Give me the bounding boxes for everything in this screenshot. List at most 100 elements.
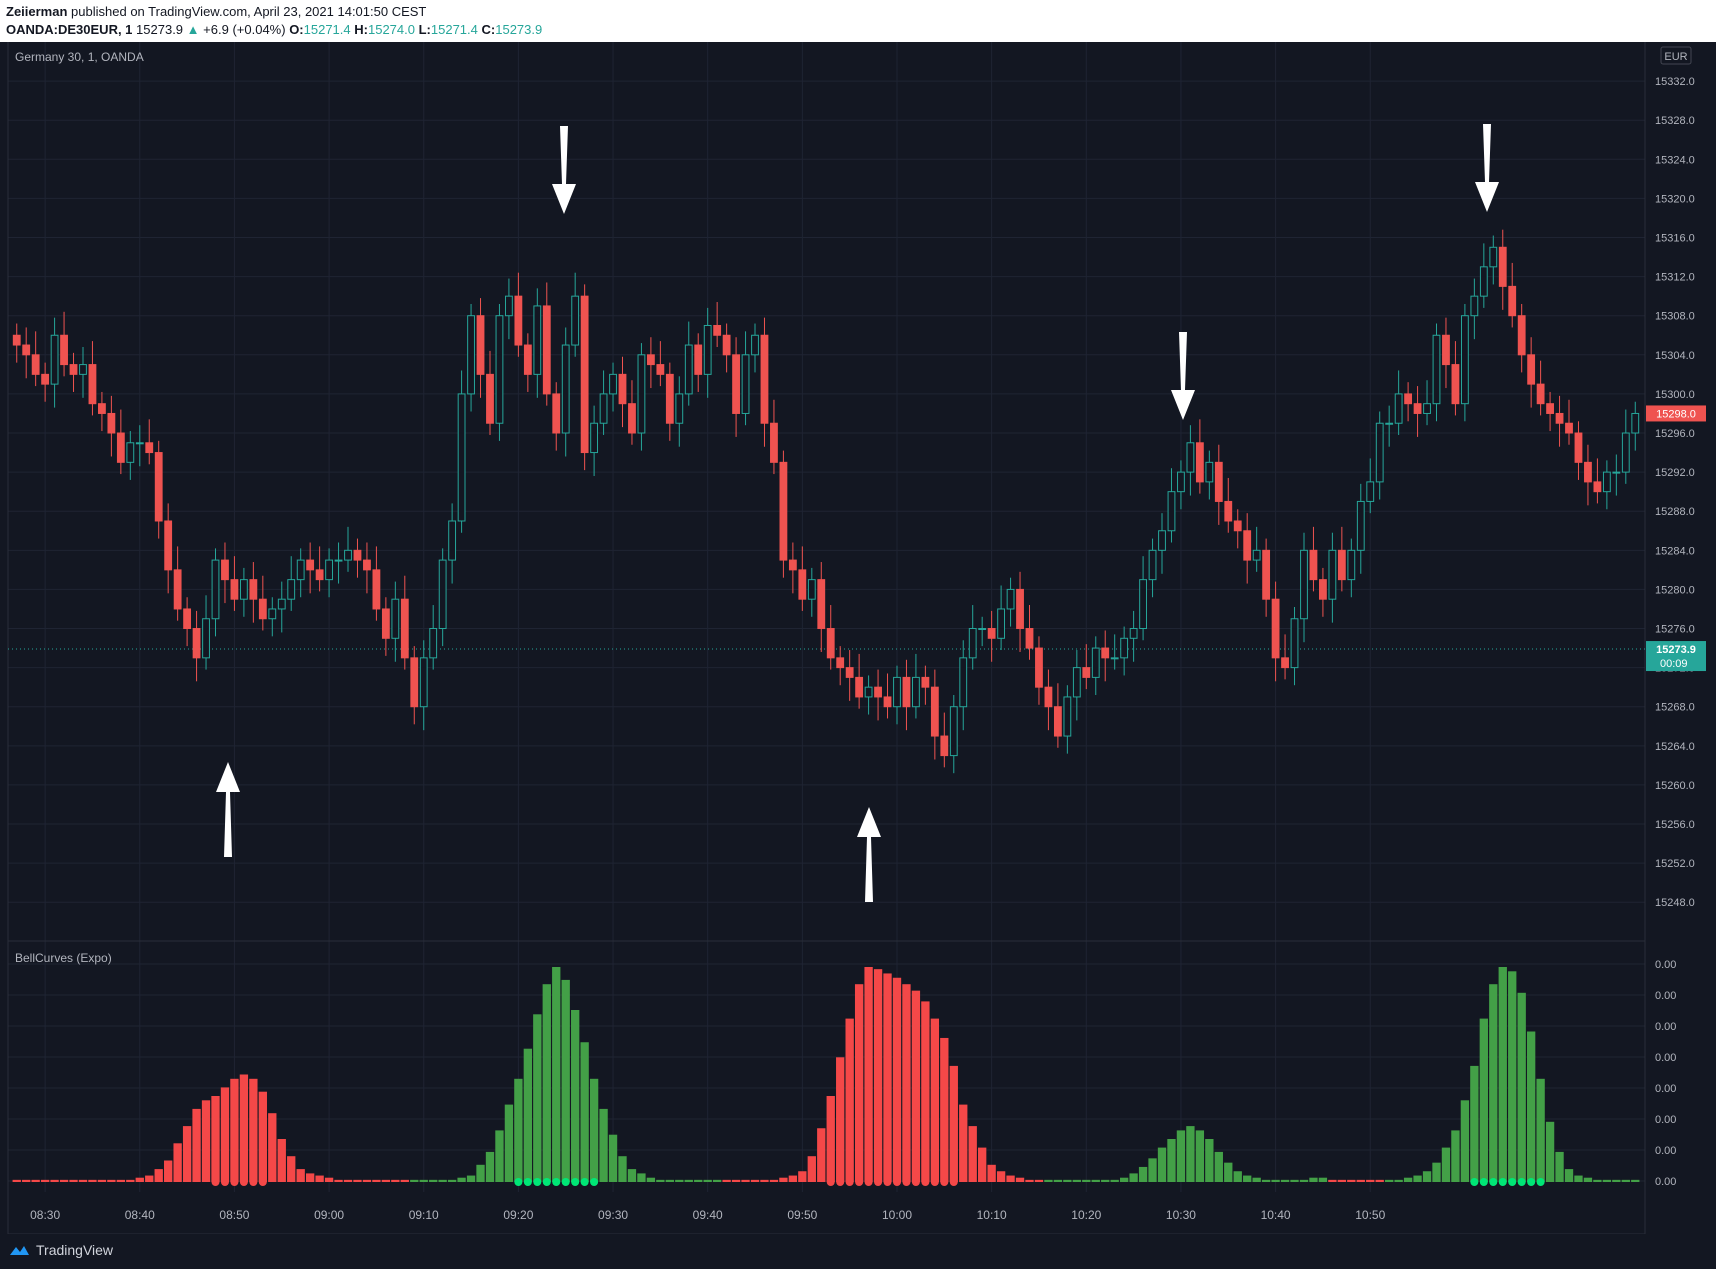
indicator-tick: 0.00 bbox=[1655, 990, 1676, 1002]
bell-bar bbox=[769, 1179, 779, 1182]
bell-bar bbox=[145, 1175, 154, 1182]
bell-bar bbox=[968, 1126, 977, 1182]
candle bbox=[391, 581, 400, 662]
bell-bar bbox=[675, 1179, 684, 1182]
bell-bar bbox=[741, 1179, 750, 1182]
candle bbox=[202, 595, 210, 670]
candle bbox=[1470, 278, 1479, 340]
indicator-axis[interactable]: 0.00 0.00 0.00 0.00 0.00 0.00 0.00 0.00 bbox=[1655, 959, 1676, 1188]
candle bbox=[429, 605, 438, 670]
candle bbox=[315, 546, 324, 592]
signal-dot bbox=[571, 1178, 580, 1186]
price-tick: 15256.0 bbox=[1655, 819, 1695, 831]
last-price: 15273.9 bbox=[136, 22, 184, 37]
bell-bar bbox=[107, 1179, 116, 1182]
bell-bar bbox=[978, 1147, 987, 1182]
signal-dot bbox=[533, 1178, 542, 1186]
candle bbox=[1498, 229, 1507, 310]
candle bbox=[883, 673, 892, 719]
price-tick: 15292.0 bbox=[1655, 467, 1695, 479]
svg-text:15298.0: 15298.0 bbox=[1656, 408, 1696, 420]
candle bbox=[1243, 513, 1252, 584]
candle bbox=[1508, 262, 1517, 328]
candle bbox=[779, 450, 788, 578]
time-axis[interactable]: 08:30 08:40 08:50 09:00 09:10 09:20 09:30 09:40… bbox=[30, 1208, 1385, 1222]
candle bbox=[221, 542, 229, 604]
bell-bar bbox=[684, 1179, 693, 1182]
signal-dot bbox=[514, 1178, 523, 1186]
bell-bar bbox=[419, 1179, 428, 1182]
candle bbox=[741, 331, 750, 426]
bell-bar bbox=[779, 1177, 788, 1182]
price-tick: 15264.0 bbox=[1655, 741, 1695, 753]
price-tick: 15312.0 bbox=[1655, 272, 1695, 284]
signal-dot bbox=[249, 1178, 258, 1186]
candle bbox=[978, 616, 987, 647]
candle bbox=[1565, 399, 1573, 445]
bell-bar bbox=[31, 1179, 40, 1182]
bell-bar bbox=[1290, 1179, 1299, 1182]
candle bbox=[514, 272, 523, 357]
bell-bar bbox=[552, 967, 561, 1182]
indicator-tick: 0.00 bbox=[1655, 1176, 1676, 1188]
signal-dot bbox=[836, 1178, 845, 1186]
time-tick: 09:10 bbox=[409, 1208, 439, 1222]
bell-bar bbox=[438, 1179, 447, 1182]
price-axis[interactable]: 15248.0 15252.0 15256.0 15260.0 15264.0 15268… bbox=[1655, 76, 1695, 909]
candle bbox=[1129, 610, 1138, 662]
main-legend[interactable]: Germany 30, 1, OANDA bbox=[15, 50, 144, 64]
currency-badge[interactable] bbox=[1660, 46, 1692, 65]
price-tick: 15252.0 bbox=[1655, 858, 1695, 870]
price-tick: 15260.0 bbox=[1655, 780, 1695, 792]
author-name[interactable]: Zeiierman bbox=[6, 4, 68, 19]
candle bbox=[675, 376, 684, 447]
signal-dot bbox=[1479, 1178, 1488, 1186]
tradingview-logo[interactable]: TradingView bbox=[8, 1242, 113, 1258]
bell-bar bbox=[656, 1179, 665, 1182]
candle bbox=[1214, 444, 1223, 525]
candle bbox=[154, 440, 163, 539]
candle bbox=[1394, 370, 1403, 435]
candle bbox=[552, 382, 561, 451]
bell-bar bbox=[1526, 1031, 1536, 1182]
bell-bar bbox=[1252, 1177, 1261, 1182]
bell-bar bbox=[192, 1108, 201, 1182]
time-tick: 10:20 bbox=[1071, 1208, 1101, 1222]
candle bbox=[1177, 460, 1185, 510]
candle bbox=[419, 640, 428, 731]
bell-bar bbox=[873, 969, 883, 1182]
bell-bar bbox=[949, 1065, 958, 1182]
change-up-icon: ▲ bbox=[186, 22, 200, 37]
bell-bar bbox=[1243, 1175, 1252, 1182]
signal-dot bbox=[902, 1178, 911, 1186]
candle bbox=[1602, 460, 1611, 510]
bell-bar bbox=[712, 1179, 722, 1182]
bell-bar bbox=[1214, 1151, 1223, 1182]
arrow-up-icon bbox=[216, 762, 240, 857]
bell-bar bbox=[485, 1151, 495, 1182]
candle bbox=[1044, 669, 1053, 731]
bell-bar bbox=[1422, 1171, 1432, 1182]
candle bbox=[1309, 526, 1318, 592]
bell-bar bbox=[372, 1179, 381, 1182]
bell-bar bbox=[12, 1179, 21, 1182]
bell-bar bbox=[362, 1179, 372, 1182]
bell-bar bbox=[1318, 1177, 1328, 1182]
candle bbox=[60, 311, 68, 377]
price-tick: 15248.0 bbox=[1655, 897, 1695, 909]
signal-dot bbox=[523, 1178, 532, 1186]
candle bbox=[1072, 650, 1081, 721]
bell-bar bbox=[400, 1179, 409, 1182]
annotation-arrows bbox=[216, 124, 1499, 902]
candle bbox=[1621, 409, 1630, 484]
candles-group bbox=[12, 229, 1640, 774]
indicator-legend[interactable]: BellCurves (Expo) bbox=[15, 951, 112, 965]
chart-area[interactable]: 15248.0 15252.0 15256.0 15260.0 15264.0 15268… bbox=[0, 42, 1716, 1234]
time-tick: 08:50 bbox=[219, 1208, 249, 1222]
bell-bar bbox=[315, 1175, 324, 1182]
candle bbox=[1404, 382, 1413, 422]
candle bbox=[1110, 634, 1119, 670]
bell-bar bbox=[1299, 1179, 1309, 1182]
candle bbox=[1460, 303, 1469, 422]
bell-bar bbox=[182, 1126, 192, 1182]
